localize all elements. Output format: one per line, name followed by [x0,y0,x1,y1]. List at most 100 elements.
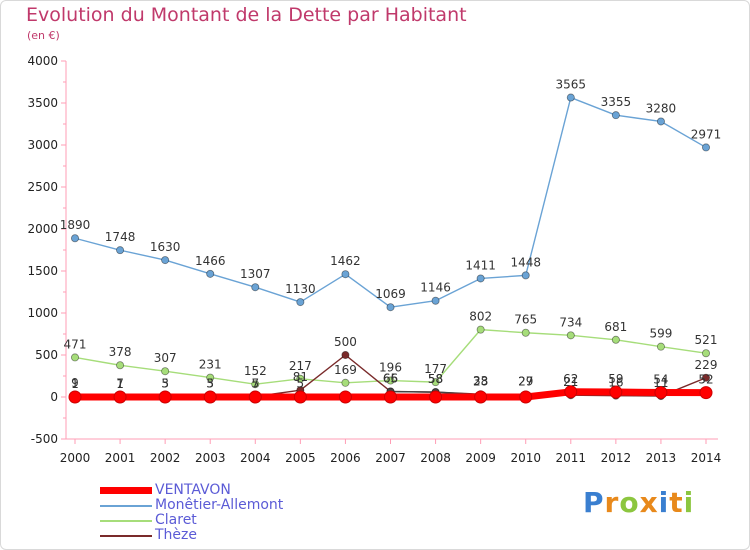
data-point [71,353,80,362]
data-label: 65 [383,372,398,386]
data-label: 177 [424,362,447,376]
data-point [248,390,262,404]
data-label: 1890 [60,218,91,232]
x-tick-label: 2004 [240,451,271,465]
y-tick-label: 3500 [27,96,58,110]
data-label: 152 [244,364,267,378]
data-point [566,331,575,340]
legend-swatch [100,487,152,494]
data-label: 7 [116,376,124,390]
data-label: 765 [514,313,537,327]
data-point [206,269,215,278]
legend-swatch [100,505,152,507]
data-label: 681 [604,320,627,334]
data-label: 11 [653,376,668,390]
y-tick-label: 500 [35,348,58,362]
data-label: 1 [71,377,79,391]
data-label: 5 [297,377,305,391]
data-point [611,111,620,120]
data-point [611,335,620,344]
data-label: 1146 [420,281,451,295]
series-layer [68,93,713,404]
data-point [296,374,305,383]
logo-letter: i [658,486,670,519]
data-label: 1069 [375,287,406,301]
data-label: 21 [563,375,578,389]
logo-letter: t [669,486,684,519]
data-point [609,385,623,399]
data-label: 802 [469,310,492,324]
y-tick-label: 2000 [27,222,58,236]
data-label: 33 [473,374,488,388]
data-label: 28 [473,375,488,389]
y-tick-label: 1500 [27,264,58,278]
data-label: 54 [653,372,668,386]
data-point [429,390,443,404]
y-tick-label: 3000 [27,138,58,152]
data-label: 3565 [556,78,587,92]
y-tick-label: 1000 [27,306,58,320]
data-point [431,296,440,305]
data-label: 62 [563,372,578,386]
data-label: 1630 [150,240,181,254]
data-point [521,271,530,280]
y-tick-label: 0 [50,390,58,404]
data-label: 1 [116,377,124,391]
data-point [113,390,127,404]
x-tick-label: 2013 [646,451,677,465]
x-tick-label: 2009 [465,451,496,465]
x-tick-label: 2002 [150,451,181,465]
logo-letter: x [639,486,659,519]
data-point [386,303,395,312]
data-label: 29 [518,375,533,389]
data-label: 58 [428,372,443,386]
data-point [341,270,350,279]
data-label: 16 [608,376,623,390]
data-point [654,385,668,399]
data-point [116,361,125,370]
data-point [474,390,488,404]
data-label: 2971 [691,127,722,141]
data-label: 7 [251,376,259,390]
series-ventavon [68,385,713,404]
data-label: 734 [559,315,582,329]
x-tick-label: 2012 [601,451,632,465]
legend-swatch [100,535,152,537]
x-tick-label: 2008 [420,451,451,465]
legend-label: Thèze [155,527,197,543]
data-label: 5 [161,377,169,391]
data-point [158,390,172,404]
data-point [702,373,711,382]
data-point [338,390,352,404]
series-claret [71,325,711,389]
data-point [702,349,711,358]
x-tick-label: 2000 [60,451,91,465]
y-tick-label: 4000 [27,54,58,68]
x-tick-label: 2006 [330,451,361,465]
data-label: 1462 [330,254,361,268]
legend-label: Claret [155,512,197,528]
chart-title: Evolution du Montant de la Dette par Hab… [26,4,467,26]
legend-label: Monêtier-Allemont [155,497,284,513]
data-label: 1748 [105,230,136,244]
data-label: 307 [154,351,177,365]
data-label: 81 [293,370,308,384]
x-tick-label: 2014 [691,451,722,465]
x-tick-label: 2001 [105,451,136,465]
data-label: 66 [383,371,398,385]
data-label: 1307 [240,267,271,281]
data-label: 3 [206,377,214,391]
data-point [161,256,170,265]
data-point [68,390,82,404]
y-unit-label: (en €) [27,29,60,42]
data-label: 169 [334,363,357,377]
proxiti-logo: Proxiti [583,486,694,519]
data-label: 59 [608,372,623,386]
data-point [519,390,533,404]
legend-swatch [100,520,152,522]
x-tick-label: 2010 [510,451,541,465]
data-label: 229 [695,358,718,372]
data-point [296,298,305,307]
data-point [564,385,578,399]
data-point [699,386,713,400]
